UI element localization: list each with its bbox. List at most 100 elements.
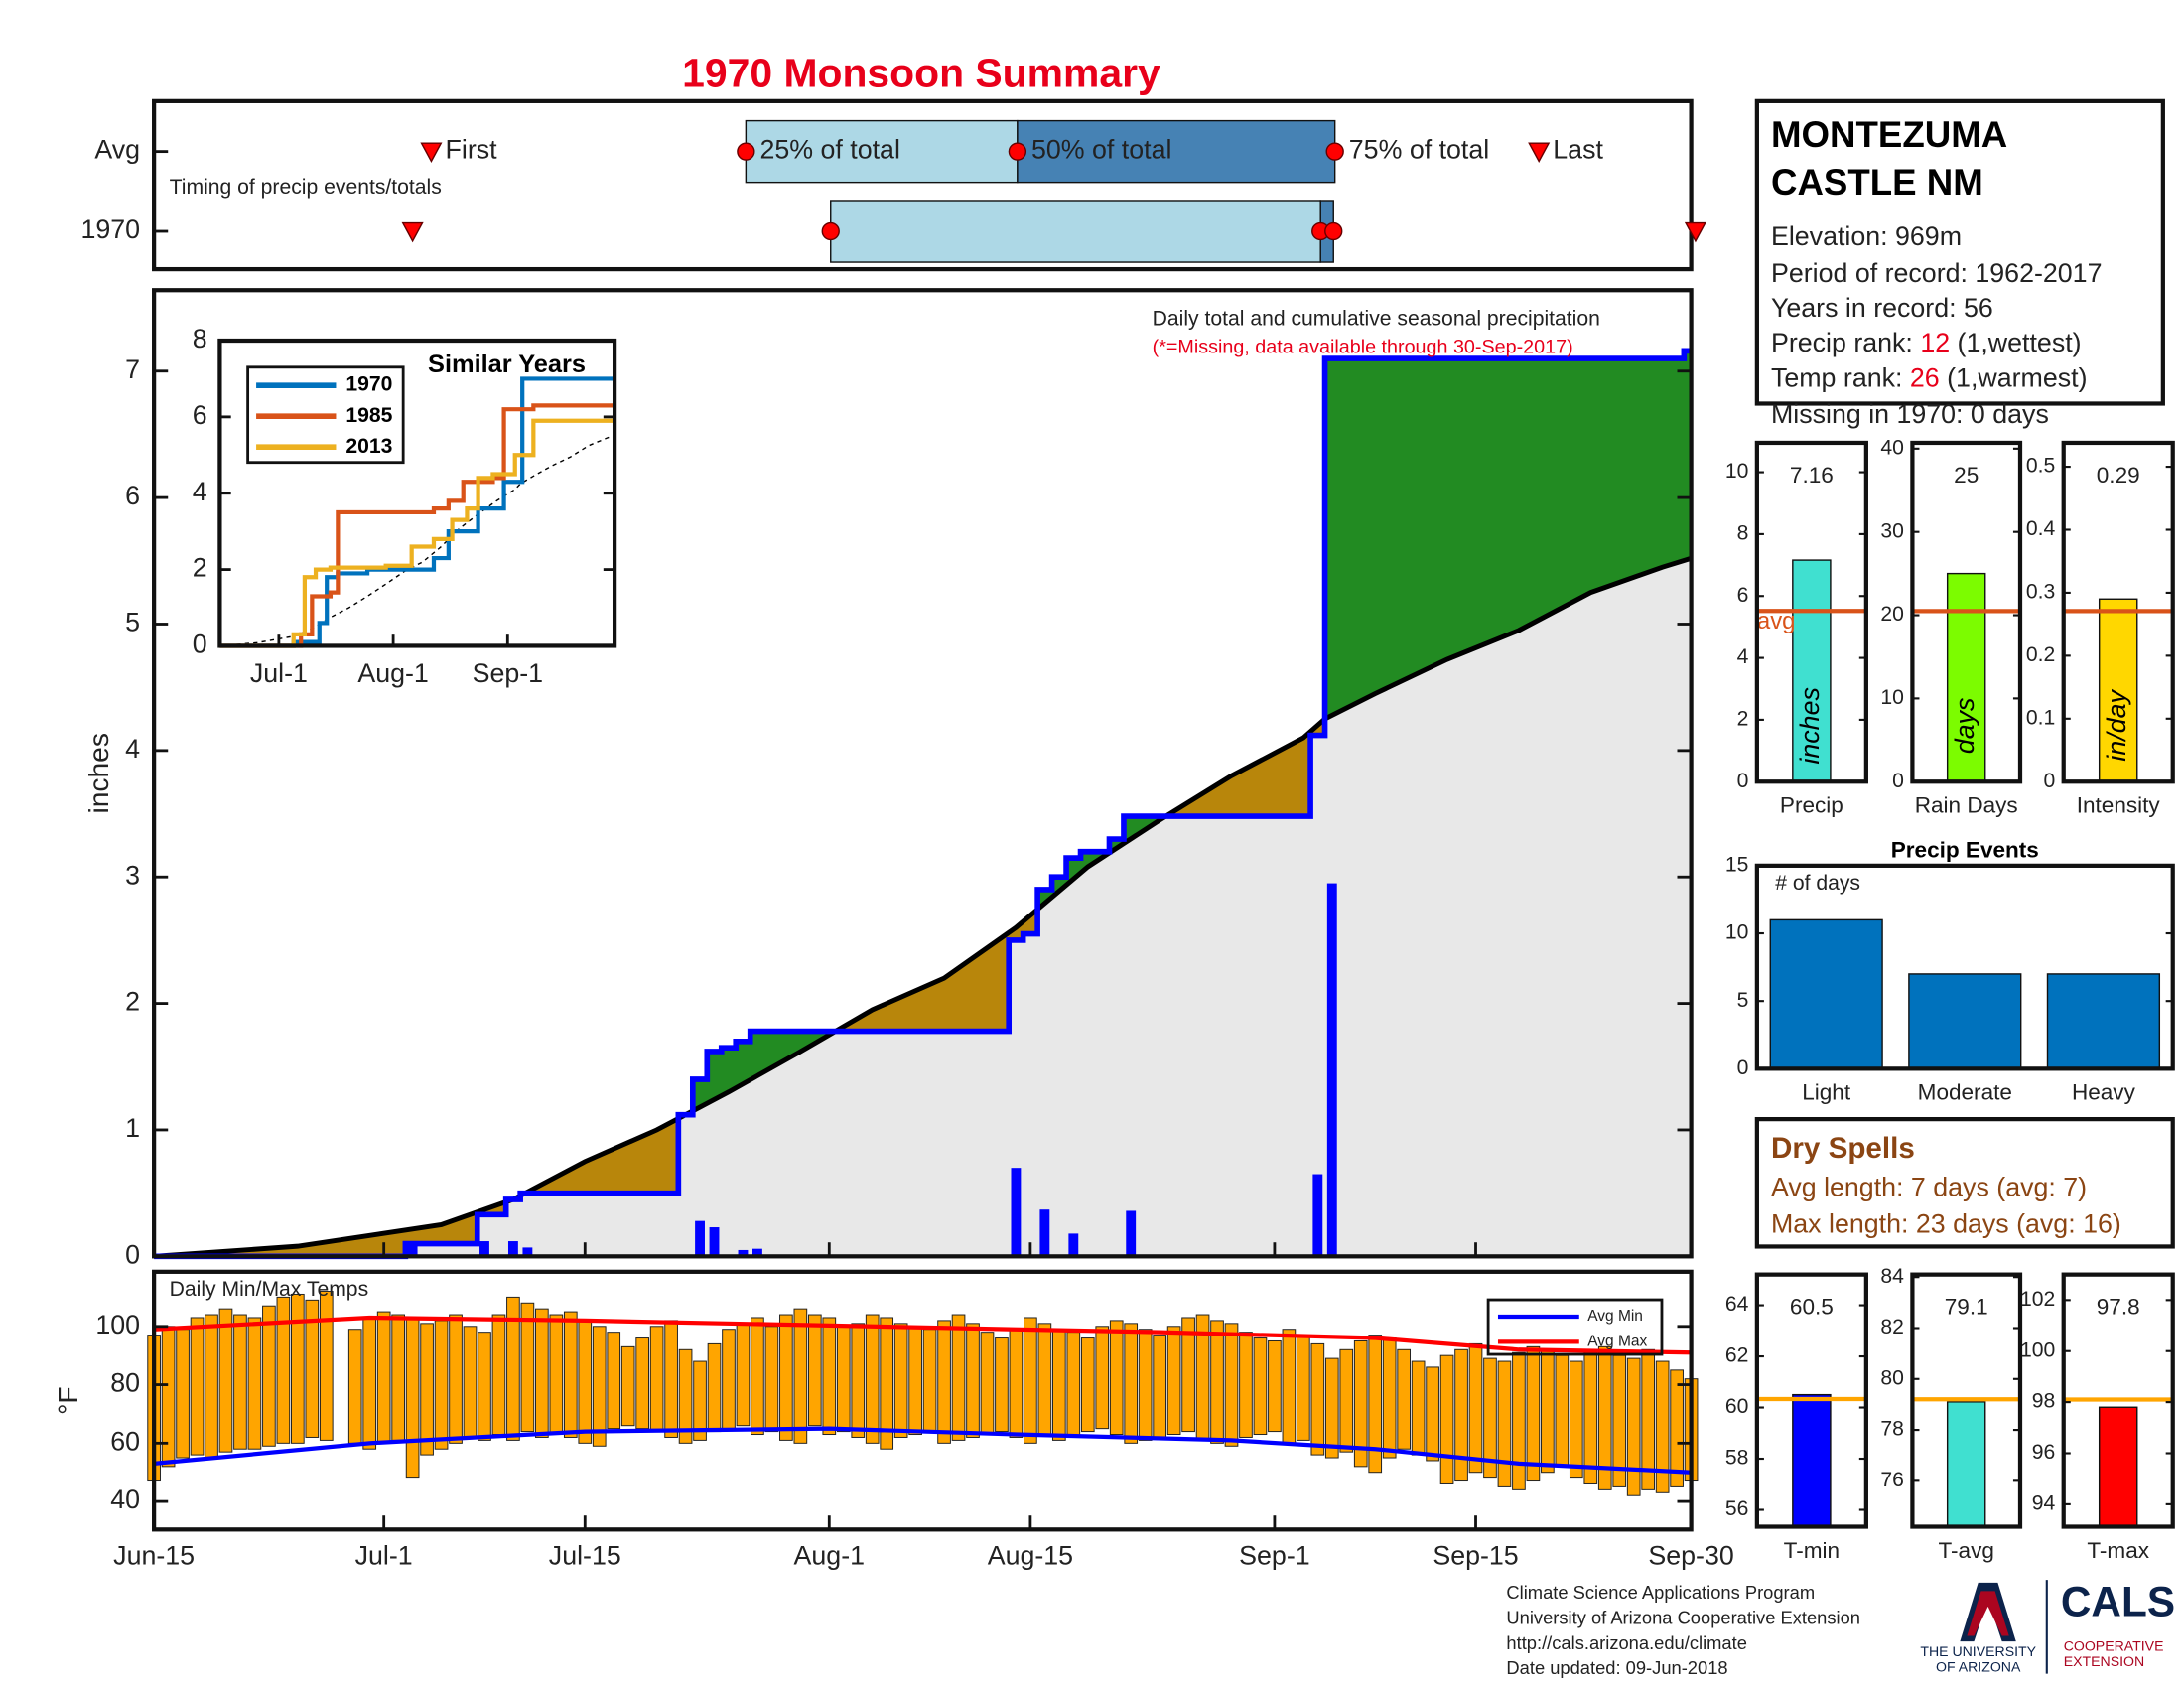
inset-line — [219, 403, 615, 648]
legend-box — [246, 365, 405, 465]
temp-bar — [865, 1314, 880, 1444]
y-tick-label: 0.4 — [2026, 517, 2056, 540]
dry-spells-avg: Avg length: 7 days (avg: 7) — [1771, 1173, 2087, 1202]
y-tick-label: 8 — [1737, 521, 1749, 544]
footer-line: University of Arizona Cooperative Extens… — [1506, 1607, 1860, 1627]
temp-bar — [1124, 1323, 1139, 1444]
chart-note: Daily total and cumulative seasonal prec… — [1153, 307, 1600, 330]
value-label: 25 — [1954, 463, 1979, 488]
x-tick-label: Light — [1802, 1080, 1851, 1105]
temp-bar — [995, 1337, 1009, 1433]
y-tick-label: 58 — [1725, 1447, 1749, 1470]
temp-bar — [822, 1317, 837, 1436]
y-tick-label: 4 — [125, 734, 140, 764]
temp-bar — [1239, 1332, 1253, 1438]
temp-bar — [1224, 1323, 1239, 1447]
temp-bar — [793, 1308, 808, 1444]
events-ylabel: # of days — [1775, 872, 1860, 895]
daily-bar — [1068, 1233, 1079, 1257]
y-tick-label: 0 — [2043, 770, 2055, 792]
axes-frame — [152, 1269, 1694, 1532]
temp-bar — [693, 1360, 707, 1441]
temp-bar — [1339, 1348, 1354, 1453]
temp-bar — [1382, 1337, 1397, 1459]
timing-p75 — [1324, 221, 1343, 241]
temp-bar — [664, 1320, 678, 1438]
temp-bar — [1324, 1357, 1339, 1459]
axes-frame — [152, 288, 1694, 1259]
station-period: Period of record: 1962-2017 — [1771, 258, 2103, 288]
temp-bar — [1268, 1339, 1282, 1433]
temp-rank: Temp rank: 26 (1,warmest) — [1771, 363, 2088, 393]
avg-label: avg — [1757, 608, 1796, 634]
y-tick-label: 0.1 — [2026, 706, 2055, 729]
temp-bar — [1024, 1317, 1037, 1444]
x-tick-label: Sep-15 — [1433, 1541, 1518, 1571]
x-tick-label: Aug-15 — [988, 1541, 1073, 1571]
temp-bar — [1353, 1339, 1368, 1468]
temp-bar — [190, 1317, 205, 1456]
timing-label: Timing of precip events/totals — [170, 176, 442, 199]
temp-bar — [276, 1296, 291, 1444]
x-tick-label: Jul-1 — [355, 1541, 413, 1571]
x-tick-label: Sep-30 — [1648, 1541, 1733, 1571]
summary-bar — [1792, 559, 1832, 782]
marker-label: 25% of total — [759, 135, 899, 165]
value-label: 60.5 — [1790, 1294, 1834, 1319]
y-tick-label: 2 — [1737, 708, 1749, 731]
y-axis-label: °F — [52, 1386, 83, 1415]
x-tick-label: Moderate — [1918, 1080, 2012, 1105]
event-bar — [2046, 973, 2161, 1070]
temp-bar — [176, 1329, 190, 1459]
temp-bar — [1397, 1348, 1411, 1450]
temp-bar — [1526, 1345, 1541, 1482]
cals-extension: EXTENSION — [2064, 1653, 2144, 1669]
marker-label: 50% of total — [1031, 135, 1171, 165]
value-label: 7.16 — [1790, 463, 1834, 488]
unit-label: in/day — [2102, 688, 2131, 761]
temp-bar — [205, 1314, 218, 1459]
y-tick-label: 80 — [110, 1368, 140, 1398]
timing-p25 — [821, 221, 840, 241]
station-name: MONTEZUMA — [1771, 114, 2007, 155]
page-title: 1970 Monsoon Summary — [682, 50, 1160, 95]
temp-bar — [649, 1326, 664, 1433]
summary-bar — [1946, 1401, 1986, 1528]
temp-bar — [247, 1317, 262, 1450]
x-tick-label: Aug-1 — [357, 658, 428, 688]
temp-bar — [1297, 1335, 1310, 1441]
temp-bar — [966, 1323, 980, 1438]
axes-frame — [152, 98, 1694, 272]
temps-title: Daily Min/Max Temps — [170, 1278, 368, 1301]
daily-bar — [1326, 883, 1337, 1257]
temp-bar — [908, 1326, 922, 1436]
timing-early — [830, 200, 1321, 263]
rank-value: 12 — [1920, 328, 1950, 357]
y-tick-label: 3 — [125, 860, 140, 890]
y-tick-label: 84 — [1880, 1265, 1904, 1288]
inset-line — [219, 418, 615, 648]
station-missing: Missing in 1970: 0 days — [1771, 399, 2049, 429]
y-tick-label: 30 — [1880, 519, 1904, 542]
temp-bar — [1468, 1342, 1483, 1474]
timing-p25 — [737, 142, 755, 161]
events-title: Precip Events — [1891, 838, 2039, 863]
footer-line: Date updated: 09-Jun-2018 — [1506, 1657, 1727, 1678]
unit-label: inches — [1795, 687, 1825, 764]
y-tick-label: 64 — [1725, 1293, 1749, 1316]
inset-bg — [219, 341, 615, 646]
temp-bar — [1037, 1323, 1052, 1436]
temp-bar — [305, 1299, 320, 1438]
timing-first — [420, 142, 443, 163]
temp-bar — [1555, 1354, 1570, 1468]
x-label: Rain Days — [1915, 793, 2018, 818]
temp-bar — [218, 1308, 233, 1453]
y-tick-label: 7 — [125, 354, 140, 384]
temp-bar — [1095, 1326, 1110, 1430]
temp-bar — [1138, 1329, 1153, 1441]
unit-label: days — [1950, 698, 1979, 755]
x-label: Precip — [1780, 793, 1843, 818]
y-tick-label: 76 — [1880, 1469, 1904, 1491]
rank-label: Precip rank: — [1771, 328, 1920, 357]
